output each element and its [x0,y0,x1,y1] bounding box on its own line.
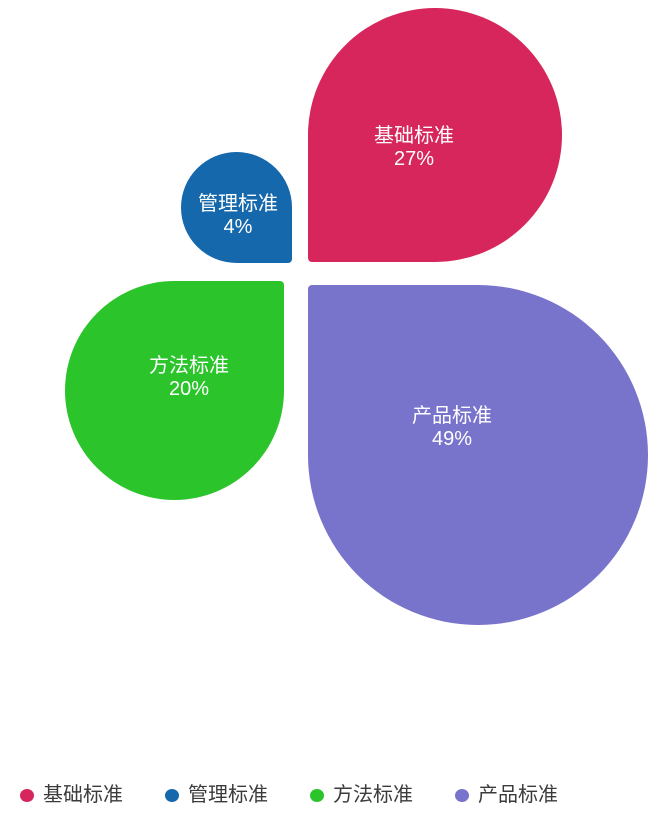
petal-product-standard[interactable] [308,285,648,625]
legend-dot-icon [310,788,324,802]
legend-item-basic-standard[interactable]: 基础标准 [20,782,123,808]
petal-basic-standard[interactable] [308,8,562,262]
legend-item-label: 方法标准 [333,784,413,806]
legend-item-management-standard[interactable]: 管理标准 [165,782,268,808]
legend-item-label: 管理标准 [188,784,268,806]
legend-dot-icon [455,788,469,802]
petal-method-standard[interactable] [65,281,284,500]
legend-item-method-standard[interactable]: 方法标准 [310,782,413,808]
chart-legend: 基础标准 管理标准 方法标准 产品标准 [20,782,558,808]
legend-item-label: 基础标准 [43,784,123,806]
legend-item-label: 产品标准 [478,784,558,806]
legend-dot-icon [165,788,179,802]
legend-item-product-standard[interactable]: 产品标准 [455,782,558,808]
legend-dot-icon [20,788,34,802]
petal-management-standard[interactable] [181,152,292,263]
